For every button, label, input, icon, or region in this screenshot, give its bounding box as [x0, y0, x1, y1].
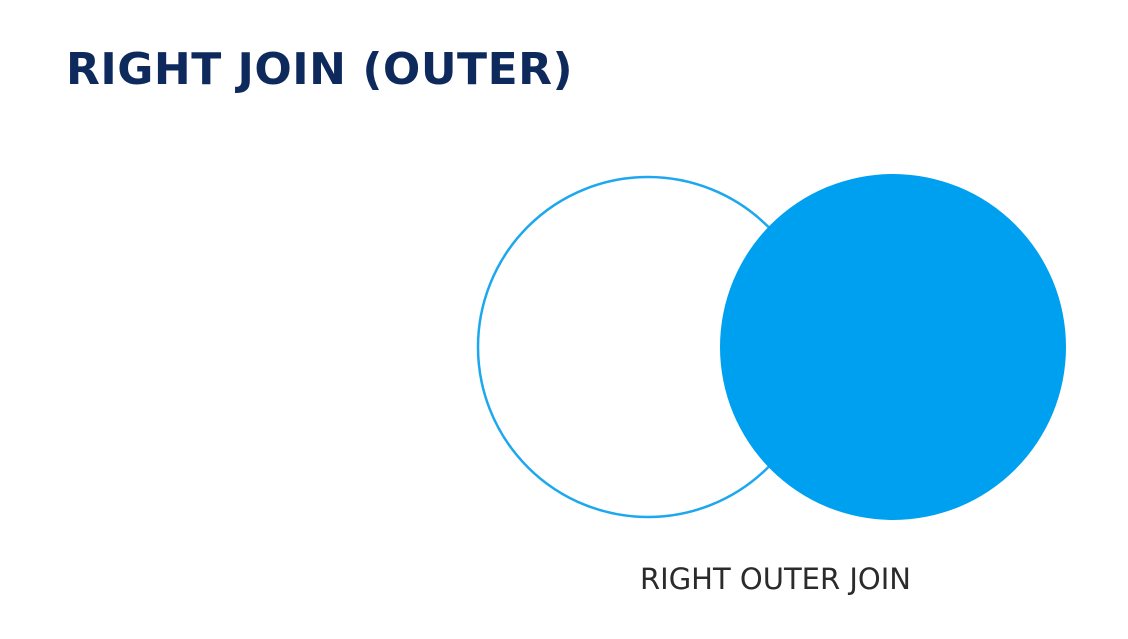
slide-title: RIGHT JOIN (OUTER) [66, 44, 574, 95]
diagram-caption: RIGHT OUTER JOIN [640, 562, 911, 596]
right-set-circle [720, 174, 1066, 520]
